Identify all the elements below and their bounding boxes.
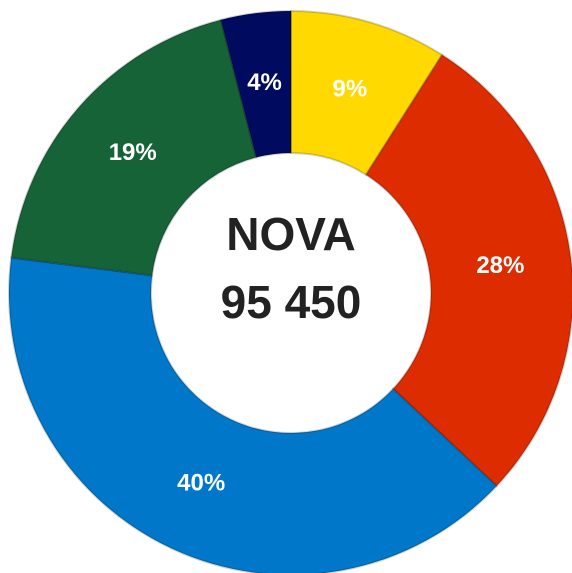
slice: [364, 53, 572, 488]
slice-label: 28%: [476, 252, 524, 279]
slice-label: 9%: [333, 76, 368, 103]
center-subtitle: 95 450: [221, 276, 362, 328]
slice-label: 19%: [109, 139, 157, 166]
slice-label: 40%: [177, 469, 225, 496]
slice: [8, 256, 498, 573]
slice: [290, 9, 444, 177]
slice: [219, 9, 292, 159]
center-title: NOVA: [226, 208, 356, 260]
slice-label: 4%: [247, 69, 282, 96]
slice: [10, 18, 258, 277]
